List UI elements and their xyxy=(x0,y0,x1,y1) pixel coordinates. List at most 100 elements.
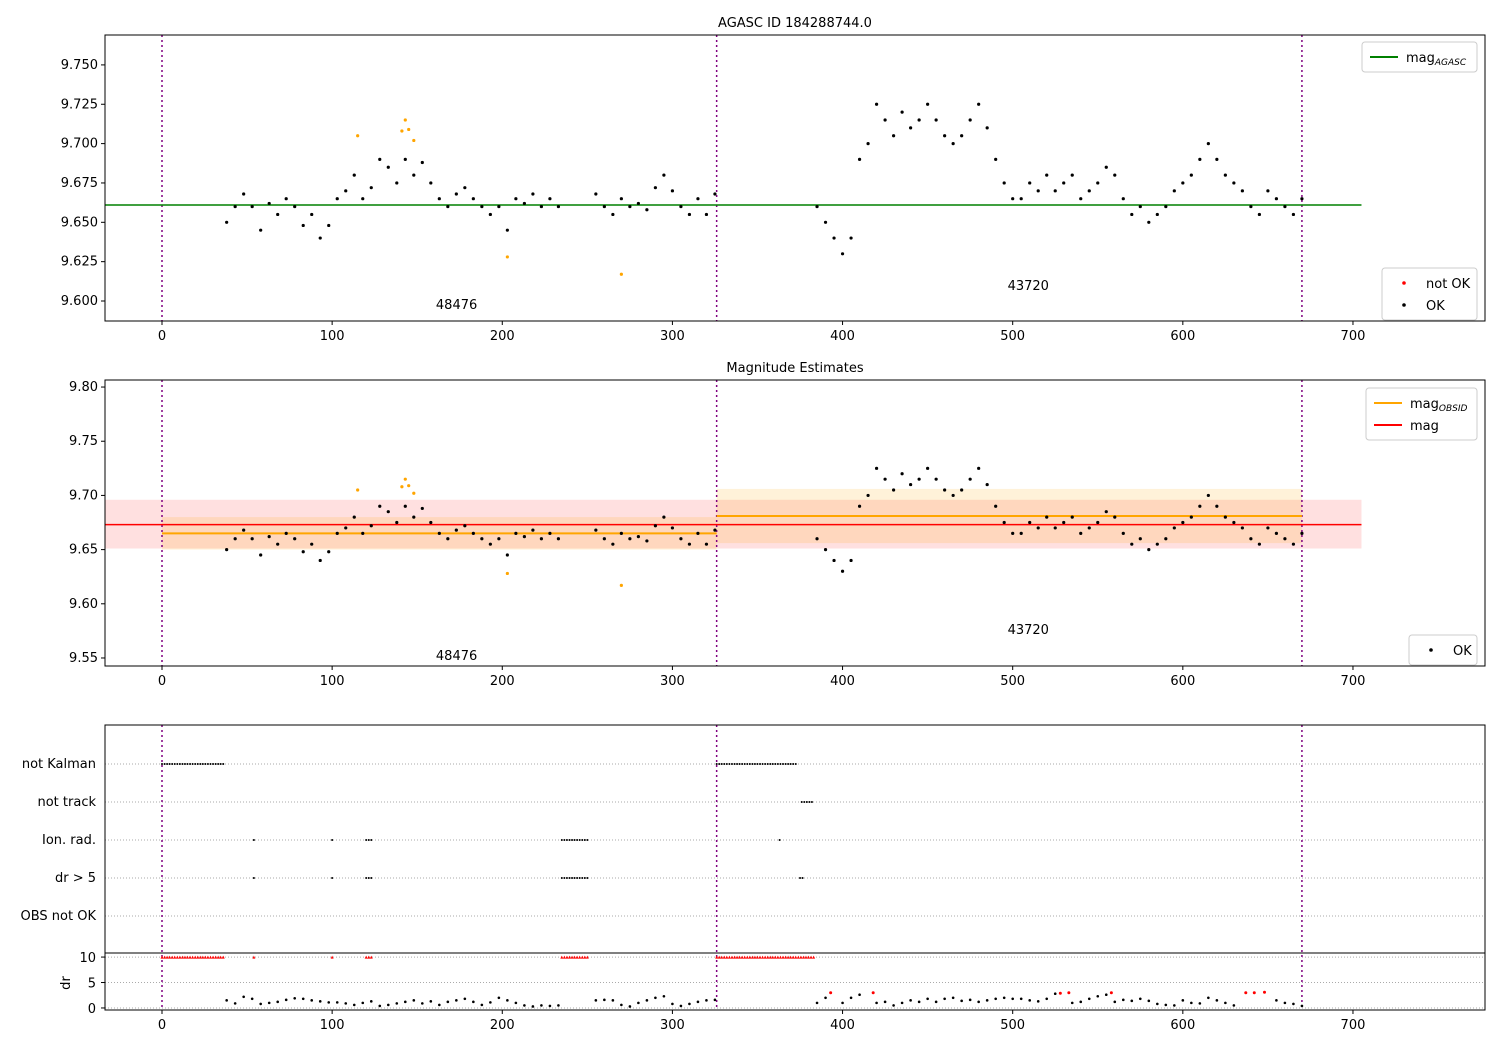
excluded-point xyxy=(407,127,411,132)
obsid-label: 43720 xyxy=(1008,623,1049,638)
dr-clipped-marker xyxy=(221,955,225,959)
excluded-point xyxy=(619,583,623,587)
dr-point xyxy=(463,997,467,1001)
x-tick-label: 200 xyxy=(490,329,515,344)
ok-point xyxy=(403,504,407,508)
dr-point xyxy=(1121,998,1125,1002)
ok-point xyxy=(301,550,305,554)
axes-frame xyxy=(104,724,1486,1011)
dr-point xyxy=(250,997,254,1001)
dr-clipped-marker xyxy=(725,955,729,959)
dr-point xyxy=(1079,1000,1083,1004)
x-tick-label: 700 xyxy=(1341,329,1366,344)
ok-point xyxy=(1002,520,1006,525)
ok-point xyxy=(960,134,964,138)
flag-point xyxy=(560,839,563,841)
dr-clipped-marker xyxy=(206,955,210,959)
flag-point xyxy=(568,839,571,841)
ok-point xyxy=(480,204,484,209)
ok-point xyxy=(1028,520,1032,525)
flag-point xyxy=(586,839,589,841)
dr-point xyxy=(688,1002,691,1006)
ok-point xyxy=(1079,197,1083,201)
dr-point xyxy=(968,998,972,1002)
dr-point xyxy=(883,1000,887,1004)
ok-point xyxy=(429,181,433,185)
flag-point xyxy=(730,763,733,765)
ok-point xyxy=(505,553,509,557)
flag-point xyxy=(181,763,184,765)
flag-label: Ion. rad. xyxy=(42,833,96,848)
ok-point xyxy=(267,201,271,206)
obsid-label: 48476 xyxy=(436,649,477,664)
dr-clipped-marker xyxy=(778,955,782,959)
flag-point xyxy=(222,763,225,765)
ok-point xyxy=(369,524,373,528)
y-tick-label: 9.625 xyxy=(61,255,98,270)
ok-point xyxy=(344,526,348,530)
dr-point xyxy=(1164,1003,1168,1007)
dr-point xyxy=(395,1002,399,1005)
ok-point xyxy=(259,228,263,232)
ok-point xyxy=(670,189,675,193)
dr-clipped-marker xyxy=(763,955,767,959)
ok-point xyxy=(250,537,254,541)
dr-clipped-marker xyxy=(812,955,816,959)
ok-point xyxy=(1172,189,1176,193)
dr-clipped-marker xyxy=(163,955,167,959)
dr-clipped-marker xyxy=(198,955,202,959)
ok-point xyxy=(696,197,700,201)
dr-point xyxy=(472,1000,475,1004)
dr-point xyxy=(242,995,245,999)
ok-point xyxy=(926,466,930,470)
flag-point xyxy=(176,763,179,765)
dr-tick-label: 10 xyxy=(79,951,96,966)
ok-point xyxy=(259,553,263,557)
ok-point xyxy=(1147,220,1151,224)
dr-clipped-marker xyxy=(578,955,582,959)
x-tick-label: 500 xyxy=(1000,674,1025,689)
dr-point xyxy=(412,999,416,1002)
excluded-point xyxy=(356,488,360,492)
ok-point xyxy=(1198,157,1202,161)
flag-point xyxy=(581,839,584,841)
dr-red-point xyxy=(1262,990,1266,994)
legend-label: OK xyxy=(1426,299,1445,314)
dr-point xyxy=(662,994,666,998)
dr-point xyxy=(259,1002,262,1006)
dr-clipped-marker xyxy=(748,955,752,959)
ok-point xyxy=(395,181,399,185)
flag-point xyxy=(331,839,334,841)
x-tick-label: 700 xyxy=(1341,1018,1366,1033)
dr-clipped-marker xyxy=(738,955,742,959)
y-tick-label: 9.75 xyxy=(69,434,98,449)
dr-point xyxy=(875,1001,878,1005)
ok-point xyxy=(1189,515,1193,519)
ok-point xyxy=(1283,204,1287,209)
dr-clipped-marker xyxy=(214,955,218,959)
ok-point xyxy=(293,204,297,209)
dr-point xyxy=(276,1000,279,1004)
dr-clipped-marker xyxy=(567,955,571,959)
dr-point xyxy=(1053,992,1057,996)
dr-point xyxy=(892,1004,895,1007)
dr-point xyxy=(378,1004,382,1008)
ok-point xyxy=(713,192,717,196)
ok-point xyxy=(687,542,692,546)
x-tick-label: 600 xyxy=(1170,674,1195,689)
ok-point xyxy=(225,548,229,552)
flag-label: not track xyxy=(37,795,96,810)
dr-clipped-marker xyxy=(750,955,754,959)
x-tick-label: 200 xyxy=(490,1018,515,1033)
dr-point xyxy=(284,998,288,1002)
flag-point xyxy=(581,877,584,879)
dr-point xyxy=(1207,996,1210,1000)
ok-point xyxy=(233,204,237,209)
x-tick-label: 300 xyxy=(660,1018,685,1033)
dr-clipped-marker xyxy=(768,955,772,959)
dr-point xyxy=(671,1002,674,1006)
flag-point xyxy=(573,877,576,879)
x-tick-label: 400 xyxy=(830,1018,855,1033)
flag-point xyxy=(759,763,762,765)
